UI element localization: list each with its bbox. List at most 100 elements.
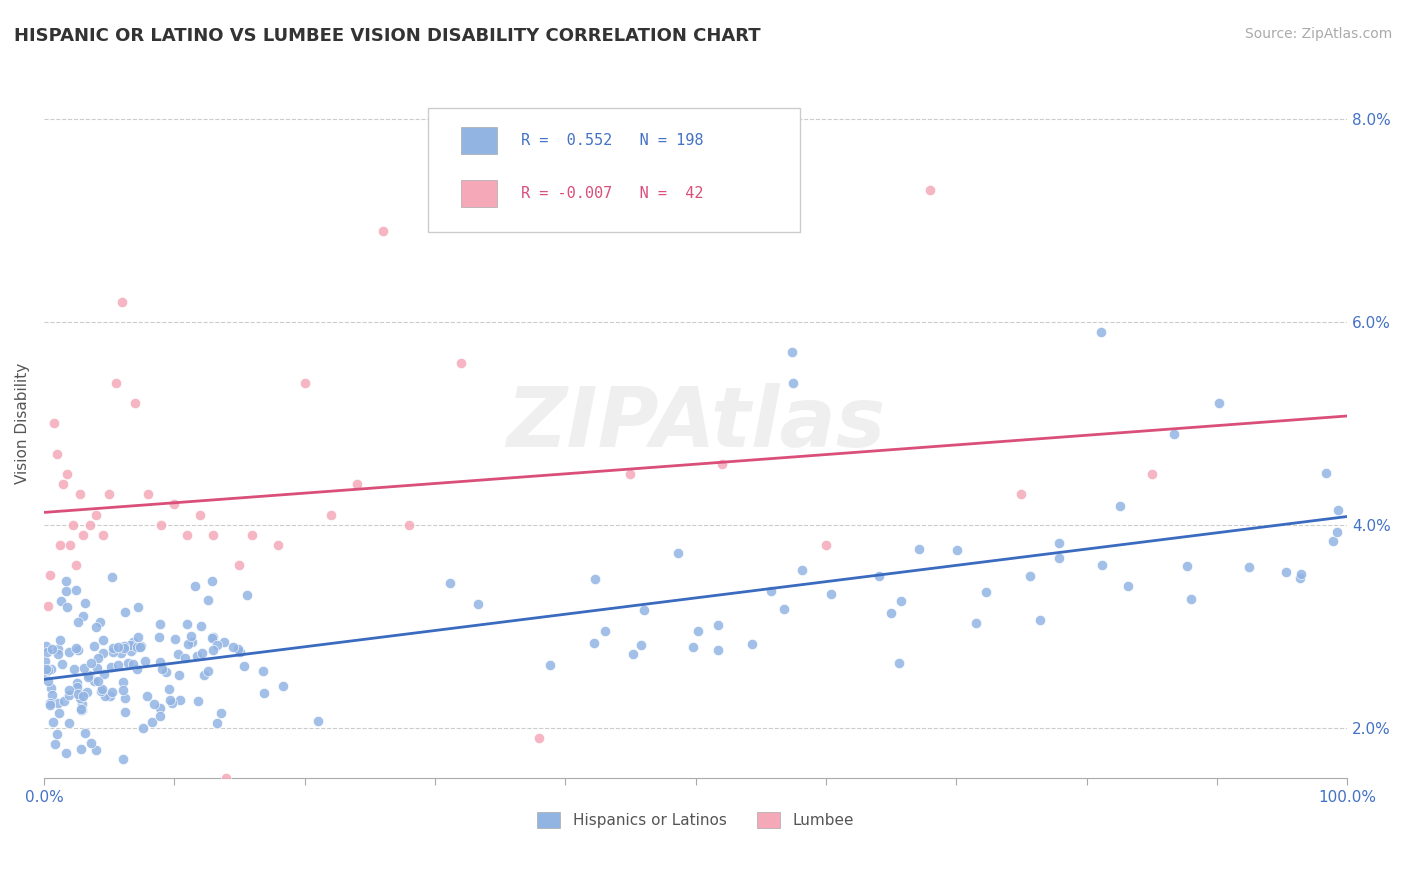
Point [773, 601, 796, 615]
Point [252, 664, 274, 678]
Point [707, 643, 730, 657]
Point [538, 658, 561, 673]
Point [790, 563, 813, 577]
Point [121, 635, 143, 649]
Point [110, 646, 132, 660]
Point [35, 639, 58, 653]
Point [37, 645, 59, 659]
Point [741, 637, 763, 651]
Text: R = -0.007   N =  42: R = -0.007 N = 42 [522, 186, 703, 201]
Point [186, 649, 208, 664]
Point [1315, 466, 1337, 480]
Point [1239, 560, 1261, 574]
Point [89, 615, 111, 629]
Point [98, 487, 121, 501]
Point [65, 558, 87, 573]
Point [159, 693, 181, 707]
FancyBboxPatch shape [429, 108, 800, 232]
Point [44, 737, 66, 751]
Point [93, 667, 115, 681]
Point [111, 683, 134, 698]
Point [1326, 524, 1348, 539]
Point [183, 579, 205, 593]
Point [148, 630, 170, 644]
Point [207, 716, 229, 731]
Point [107, 657, 129, 672]
Point [77, 667, 100, 681]
Point [37, 663, 59, 677]
Point [34, 654, 56, 668]
Point [868, 569, 890, 583]
Point [67, 643, 90, 657]
Point [593, 624, 616, 639]
Point [621, 647, 644, 661]
Point [1163, 426, 1185, 441]
Point [77, 670, 100, 684]
Point [37, 673, 59, 688]
Point [633, 603, 655, 617]
Point [39, 568, 62, 582]
Point [58, 715, 80, 730]
Point [582, 635, 605, 649]
Point [191, 646, 214, 660]
Point [193, 668, 215, 682]
Point [1327, 502, 1350, 516]
Point [165, 632, 187, 646]
Point [207, 638, 229, 652]
Point [83, 640, 105, 654]
Point [346, 477, 368, 491]
Point [176, 528, 198, 542]
Point [80, 736, 103, 750]
Point [814, 538, 837, 552]
Point [101, 685, 124, 699]
Legend: Hispanics or Latinos, Lumbee: Hispanics or Latinos, Lumbee [531, 806, 860, 834]
Point [226, 641, 249, 656]
Point [398, 517, 420, 532]
Point [149, 709, 172, 723]
Point [45, 727, 67, 741]
Point [70, 702, 93, 716]
Point [87, 651, 110, 665]
Point [820, 587, 842, 601]
Point [76, 684, 98, 698]
Point [1322, 533, 1344, 548]
Point [37, 599, 59, 613]
Point [202, 528, 225, 542]
Point [880, 606, 903, 620]
Point [215, 771, 238, 785]
Point [66, 676, 89, 690]
Point [72, 690, 94, 704]
Point [228, 645, 250, 659]
Point [157, 681, 180, 696]
Point [63, 663, 86, 677]
Text: HISPANIC OR LATINO VS LUMBEE VISION DISABILITY CORRELATION CHART: HISPANIC OR LATINO VS LUMBEE VISION DISA… [14, 27, 761, 45]
Point [209, 706, 232, 721]
Point [38, 698, 60, 713]
Point [87, 674, 110, 689]
Point [48, 538, 70, 552]
Point [75, 726, 97, 740]
Point [91, 528, 114, 542]
Point [58, 688, 80, 702]
Point [889, 656, 911, 670]
Point [91, 646, 114, 660]
Point [149, 617, 172, 632]
Point [150, 662, 173, 676]
Point [222, 640, 245, 655]
Point [52, 477, 75, 491]
Point [124, 396, 146, 410]
Point [682, 640, 704, 654]
Point [1047, 551, 1070, 566]
Point [101, 645, 124, 659]
Point [1289, 570, 1312, 584]
Point [117, 657, 139, 671]
Point [70, 742, 93, 756]
Point [1109, 500, 1132, 514]
Point [114, 605, 136, 619]
Point [1175, 559, 1198, 574]
Point [1116, 578, 1139, 592]
Point [42, 715, 65, 730]
Point [51, 657, 73, 671]
Point [55, 746, 77, 760]
Point [439, 576, 461, 591]
